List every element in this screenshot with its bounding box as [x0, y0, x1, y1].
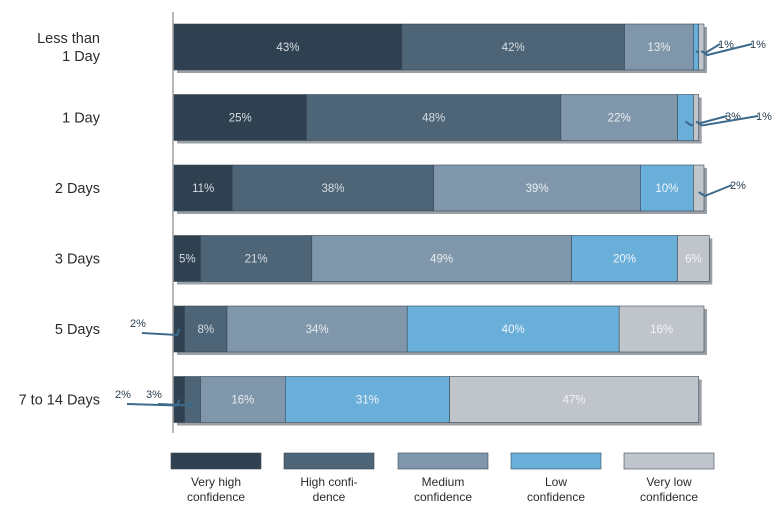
bar-segment [693, 23, 700, 71]
bar-value-label: 22% [608, 113, 631, 125]
bar-segment [226, 305, 408, 353]
bar-segment [618, 305, 705, 353]
category-label: Less than 1 Day [37, 31, 101, 65]
bar-segment [173, 94, 307, 141]
bar-segment [693, 94, 700, 141]
bar-segment [571, 235, 678, 282]
bar-value-label: 49% [430, 254, 453, 266]
bar-value-label: 48% [422, 113, 445, 125]
legend-label: Low confidence [527, 475, 585, 504]
bar-value-label: 11% [192, 183, 214, 195]
bar-value-label: 38% [321, 183, 344, 195]
legend-label: Medium confidence [414, 475, 472, 504]
legend-item: Medium confidence [397, 452, 489, 504]
bar-value-label: 8% [197, 324, 214, 336]
bar-segment [560, 94, 678, 141]
bar-value-label: 16% [231, 395, 254, 407]
bar-segment [306, 94, 562, 141]
bar-segment [433, 164, 641, 212]
bar-row: 5% 21% 49% 20% 6% [173, 235, 713, 285]
bar-segment [640, 164, 694, 212]
bar-segment [200, 376, 286, 423]
label-leader-line [684, 115, 728, 127]
bar-value-label: 20% [613, 254, 636, 266]
bar-segment [232, 164, 434, 212]
bar-segment [693, 164, 705, 212]
legend-swatch [170, 452, 262, 470]
bar-segment [698, 23, 705, 71]
bar-value-label: 47% [563, 395, 586, 407]
legend: Very high confidence High confi-dence Mediu… [170, 452, 715, 504]
bar-value-label: 25% [229, 113, 252, 125]
legend-swatch [510, 452, 602, 470]
legend-item: Very high confidence [170, 452, 262, 504]
category-label: 5 Days [55, 322, 100, 338]
bar-value-label: 21% [245, 254, 268, 266]
bar-value-label: 42% [502, 42, 525, 54]
label-leader-line [698, 184, 733, 198]
legend-label: Very high confidence [187, 475, 245, 504]
legend-item: Low confidence [510, 452, 602, 504]
bar-segment [449, 376, 700, 423]
bars: 43% 42% 13% 1% 1% 25% 48% 22% 3% 1% 11% 38% 39% 10% 2%… [115, 23, 772, 426]
bar-row: 2% 3% 16% 31% 47% [115, 376, 702, 426]
bar-value-label: 2% [115, 389, 131, 401]
bar-value-label: 1% [756, 111, 772, 123]
bar-row: 2% 8% 34% 40% 16% [130, 305, 707, 355]
bar-segment [200, 235, 313, 282]
bar-value-label: 10% [655, 183, 678, 195]
label-leader-line [695, 115, 759, 127]
bar-value-label: 1% [750, 39, 766, 51]
category-label: 1 Day [62, 111, 101, 127]
legend-swatch [283, 452, 375, 470]
bar-value-label: 2% [730, 180, 746, 192]
bar-value-label: 39% [526, 183, 549, 195]
category-label: 2 Days [55, 181, 100, 197]
legend-item: Very low confidence [623, 452, 715, 504]
bar-value-label: 34% [306, 324, 329, 336]
label-leader-line [141, 328, 181, 337]
bar-value-label: 2% [130, 318, 146, 330]
bar-row: 25% 48% 22% 3% 1% [173, 94, 772, 144]
bar-value-label: 40% [502, 324, 525, 336]
bar-segment [406, 305, 620, 353]
legend-swatch [623, 452, 715, 470]
bar-value-label: 16% [650, 324, 673, 336]
legend-swatch [397, 452, 489, 470]
bar-value-label: 31% [356, 395, 379, 407]
bar-value-label: 3% [146, 389, 162, 401]
bar-segment [677, 235, 710, 282]
bar-value-label: 43% [276, 42, 299, 54]
label-leader-line [157, 399, 194, 407]
bar-value-label: 6% [685, 254, 702, 266]
bar-segment [284, 376, 450, 423]
category-label: 3 Days [55, 252, 100, 268]
bar-segment [173, 23, 403, 71]
bar-segment [624, 23, 694, 71]
bar-segment [677, 94, 694, 141]
bar-segment [401, 23, 625, 71]
category-labels: Less than 1 Day 1 Day 2 Days 3 Days 5 Days 7 t… [19, 31, 101, 409]
bar-row: 43% 42% 13% 1% 1% [173, 23, 766, 73]
bar-value-label: 13% [647, 42, 670, 54]
legend-label: High confi-dence [300, 475, 357, 504]
bar-value-label: 1% [718, 39, 734, 51]
category-label: 7 to 14 Days [19, 393, 100, 409]
bar-value-label: 5% [179, 254, 196, 266]
bar-row: 11% 38% 39% 10% 2% [173, 164, 746, 214]
legend-item: High confi-dence [283, 452, 375, 504]
label-leader-line [700, 43, 753, 57]
legend-label: Very low confidence [640, 475, 698, 504]
